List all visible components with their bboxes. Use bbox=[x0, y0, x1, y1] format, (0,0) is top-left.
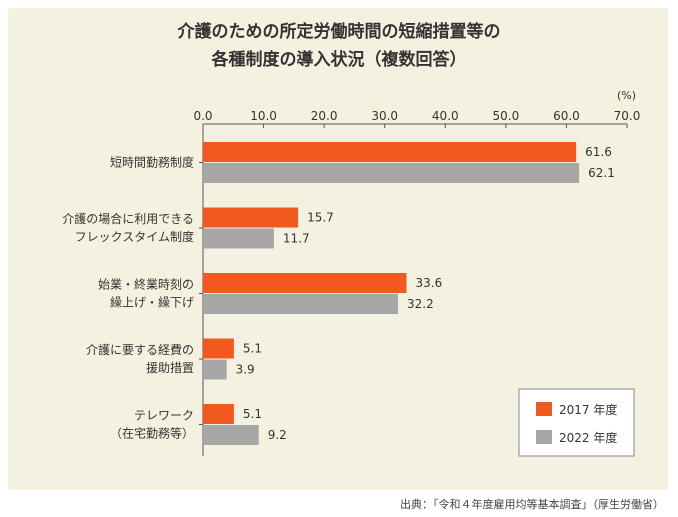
legend-label: 2017 年度 bbox=[559, 402, 617, 417]
legend-label: 2022 年度 bbox=[559, 430, 617, 445]
data-label: 9.2 bbox=[268, 428, 287, 442]
x-tick-label: 30.0 bbox=[371, 109, 398, 123]
bar-2017 bbox=[203, 142, 577, 162]
chart-title-line-2: 各種制度の導入状況（複数回答） bbox=[211, 50, 467, 70]
data-label: 5.1 bbox=[243, 407, 262, 421]
bar-2017 bbox=[203, 273, 407, 293]
bar-2022 bbox=[203, 163, 580, 183]
bar-2017 bbox=[203, 404, 234, 424]
category-label: 短時間勤務制度 bbox=[110, 155, 194, 170]
bar-2017 bbox=[203, 338, 234, 359]
legend-swatch bbox=[536, 402, 552, 416]
bar-2022 bbox=[203, 425, 259, 445]
x-tick-label: 10.0 bbox=[250, 109, 277, 123]
data-label: 11.7 bbox=[283, 232, 310, 246]
data-label: 5.1 bbox=[243, 342, 262, 356]
category-label: 援助措置 bbox=[146, 361, 194, 375]
bar-2017 bbox=[203, 207, 299, 228]
category-label: 介護に要する経費の bbox=[86, 342, 194, 357]
source-note: 出典：「令和４年度雇用均等基本調査」（厚生労働省） bbox=[400, 498, 664, 511]
bar-2022 bbox=[203, 294, 399, 314]
bar-2022 bbox=[203, 359, 227, 380]
x-tick-label: 60.0 bbox=[553, 109, 580, 123]
bar-2022 bbox=[203, 228, 274, 249]
data-label: 61.6 bbox=[585, 145, 612, 159]
x-tick-label: 50.0 bbox=[492, 109, 519, 123]
data-label: 33.6 bbox=[416, 276, 443, 290]
x-tick-label: 20.0 bbox=[311, 109, 338, 123]
chart-title: 介護のための所定労働時間の短縮措置等の 各種制度の導入状況（複数回答） bbox=[0, 18, 678, 74]
legend-swatch bbox=[536, 430, 552, 444]
unit-label: (%) bbox=[617, 89, 636, 102]
data-label: 32.2 bbox=[407, 297, 434, 311]
category-label: （在宅勤務等） bbox=[110, 426, 194, 441]
legend-box bbox=[518, 388, 635, 457]
category-label: 繰上げ・繰下げ bbox=[110, 296, 194, 310]
category-label: 介護の場合に利用できる bbox=[62, 211, 194, 226]
chart-title-line-1: 介護のための所定労働時間の短縮措置等の bbox=[177, 22, 501, 42]
x-tick-label: 0.0 bbox=[193, 109, 212, 123]
x-tick-label: 40.0 bbox=[432, 109, 459, 123]
data-label: 3.9 bbox=[236, 363, 255, 377]
category-label: フレックスタイム制度 bbox=[75, 229, 194, 244]
data-label: 62.1 bbox=[588, 166, 615, 180]
x-tick-label: 70.0 bbox=[614, 109, 641, 123]
category-label: 始業・終業時刻の bbox=[98, 277, 194, 292]
data-label: 15.7 bbox=[307, 211, 334, 225]
category-label: テレワーク bbox=[134, 409, 194, 423]
